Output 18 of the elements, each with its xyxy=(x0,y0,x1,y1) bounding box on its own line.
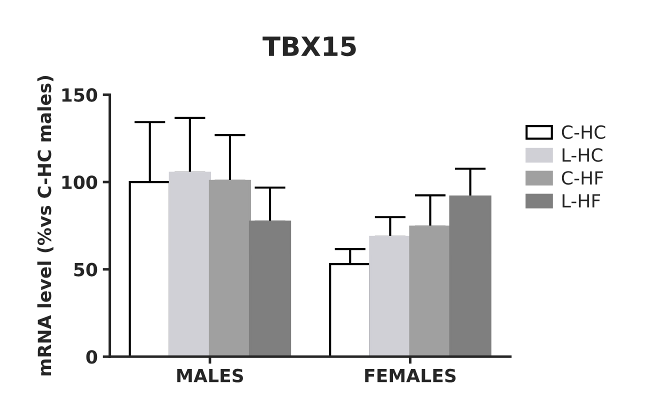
bar xyxy=(369,236,412,357)
y-tick-label: 0 xyxy=(86,350,98,364)
bar xyxy=(248,220,292,357)
legend-label: L-HC xyxy=(562,148,602,162)
chart-title: TBX15 xyxy=(262,36,356,56)
bar xyxy=(449,195,492,357)
x-tick-label: MALES xyxy=(177,368,244,382)
bar xyxy=(208,180,252,357)
bar xyxy=(168,172,211,357)
bar xyxy=(409,226,452,357)
y-tick-label: 150 xyxy=(62,88,98,102)
legend-label: C-HC xyxy=(562,125,606,139)
legend-label: L-HF xyxy=(562,194,600,208)
x-tick-label: FEMALES xyxy=(365,368,456,382)
legend-label: C-HF xyxy=(562,171,603,185)
y-tick-label: 100 xyxy=(62,175,98,190)
y-axis-title: mRNA level (%vs C-HC males) xyxy=(37,76,54,376)
y-tick-label: 50 xyxy=(74,262,98,276)
